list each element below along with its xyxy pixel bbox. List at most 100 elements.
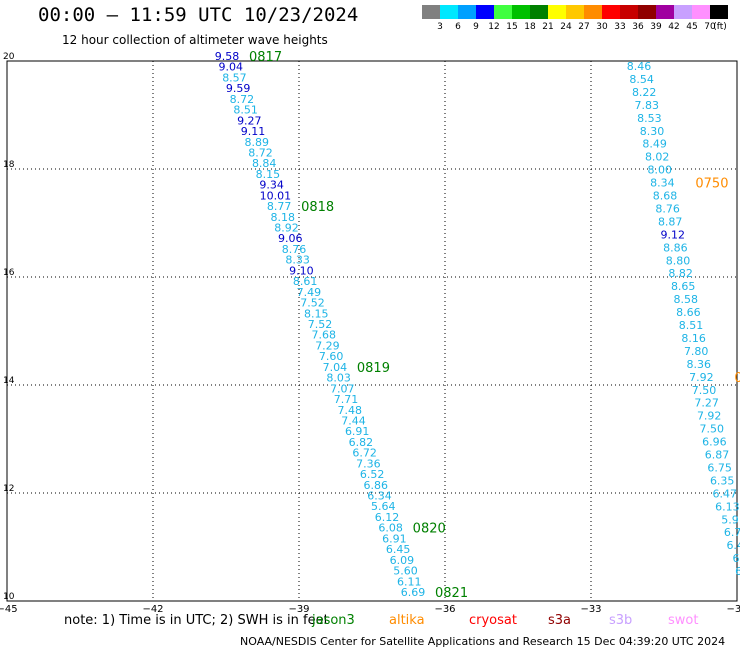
track-b-value: 7.83	[635, 99, 660, 112]
track-a-value: 7.29	[315, 339, 340, 352]
track-a-value: 8.61	[293, 275, 318, 288]
legend-label: 15	[506, 22, 518, 32]
track-a-value: 6.72	[352, 447, 377, 460]
track-b-value: 8.30	[640, 125, 665, 138]
legend-swatch	[620, 5, 638, 19]
track-a-value: 7.04	[323, 361, 348, 374]
x-tick-label: −30	[726, 604, 740, 615]
legend-label: 36	[632, 22, 644, 32]
track-b-value: 7.27	[694, 397, 719, 410]
satellite-label-swot: swot	[668, 613, 699, 628]
track-b-value: 6.35	[710, 474, 735, 487]
track-a-value: 9.34	[259, 179, 284, 192]
legend-swatch	[674, 5, 692, 19]
track-a-value: 6.09	[390, 554, 415, 567]
track-b-value: 8.58	[674, 293, 699, 306]
note-text: note: 1) Time is in UTC; 2) SWH is in fe…	[64, 613, 329, 628]
track-a-value: 9.58	[215, 50, 240, 63]
track-b-value: 8.00	[648, 164, 673, 177]
track-a-value: 7.60	[319, 350, 344, 363]
track-a-value: 9.06	[278, 232, 303, 245]
x-tick-label: −36	[434, 604, 455, 615]
legend-swatch	[602, 5, 620, 19]
track-b-value: 8.53	[637, 112, 662, 125]
legend-label: 12	[488, 22, 500, 32]
track-b-value: 7.50	[700, 423, 725, 436]
track-a-value: 7.44	[341, 414, 366, 427]
track-a-value: 7.49	[297, 286, 322, 299]
legend-swatch	[476, 5, 494, 19]
y-tick-label: 16	[3, 268, 15, 278]
track-a-value: 9.27	[237, 114, 262, 127]
satellite-label-cryosat: cryosat	[469, 613, 517, 628]
track-b-value: 7.50	[692, 384, 717, 397]
track-a-value: 7.07	[330, 382, 355, 395]
legend-label: 9	[473, 22, 479, 32]
track-a-value: 6.11	[397, 575, 422, 588]
track-b-value: 6.96	[702, 436, 727, 449]
legend-swatch	[440, 5, 458, 19]
track-b-value: 6.	[735, 565, 740, 578]
footer-credit: NOAA/NESDIS Center for Satellite Applica…	[240, 635, 726, 648]
y-tick-label: 18	[3, 160, 15, 170]
track-a-value: 9.11	[241, 125, 266, 138]
legend-label: 18	[524, 22, 536, 32]
track-b-value: 8.68	[653, 190, 678, 203]
legend-swatch	[638, 5, 656, 19]
track-b-value: 8.51	[679, 319, 704, 332]
legend-swatch	[692, 5, 710, 19]
track-a-value: 5.64	[371, 500, 396, 513]
track-a-value: 7.48	[338, 404, 363, 417]
track-a-value: 8.89	[245, 136, 270, 149]
legend-label: 27	[578, 22, 590, 32]
track-b-value: 8.54	[629, 73, 654, 86]
track-a-value: 7.52	[300, 297, 325, 310]
track-b-value: 8.87	[658, 215, 683, 228]
track-b-value: 8.34	[650, 177, 675, 190]
legend-label: 42	[668, 22, 680, 32]
track-a-value: 8.77	[267, 200, 292, 213]
y-tick-label: 10	[3, 592, 15, 602]
track-a-value: 8.51	[233, 104, 258, 117]
legend-label: 45	[686, 22, 698, 32]
track-a-value: 9.10	[289, 264, 314, 277]
legend-label: 39	[650, 22, 662, 32]
track-a-value: 8.72	[230, 93, 255, 106]
legend-swatch	[512, 5, 530, 19]
track-b-value: 6.	[733, 552, 740, 565]
track-a-value: 8.18	[271, 211, 296, 224]
track-b-time-label: 0750	[695, 177, 728, 192]
track-b-value: 6.4	[726, 539, 740, 552]
track-a-value: 6.91	[382, 532, 407, 545]
track-a-value: 7.71	[334, 393, 359, 406]
track-b-value: 8.66	[676, 306, 701, 319]
legend-swatch	[656, 5, 674, 19]
track-b-value: 6.75	[707, 461, 732, 474]
satellite-label-s3b: s3b	[609, 613, 633, 628]
track-b-value: 8.49	[642, 138, 667, 151]
track-a-time-label: 0819	[357, 361, 390, 376]
track-a-value: 8.92	[274, 222, 299, 235]
track-b-value: 8.46	[627, 60, 652, 73]
track-a-value: 5.60	[393, 565, 418, 578]
track-b-value: 8.86	[663, 241, 688, 254]
track-a-value: 8.76	[282, 243, 307, 256]
y-tick-label: 20	[3, 52, 15, 62]
legend-label: 70	[704, 22, 716, 32]
track-b-value: 5.9	[721, 513, 739, 526]
x-tick-label: −42	[142, 604, 163, 615]
legend-unit: (ft)	[713, 22, 727, 32]
satellite-label-jason3: jason3	[312, 613, 355, 628]
legend-swatch	[530, 5, 548, 19]
legend-swatch	[566, 5, 584, 19]
track-a-value: 9.04	[218, 61, 243, 74]
track-a-value: 7.36	[356, 457, 381, 470]
track-a-value: 6.86	[364, 479, 389, 492]
track-a-time-label: 0817	[249, 50, 282, 65]
legend-swatch	[548, 5, 566, 19]
y-tick-label: 12	[3, 484, 14, 494]
satellite-label-s3a: s3a	[548, 613, 572, 628]
track-a-value: 10.01	[260, 189, 292, 202]
track-a-value: 7.52	[308, 318, 333, 331]
